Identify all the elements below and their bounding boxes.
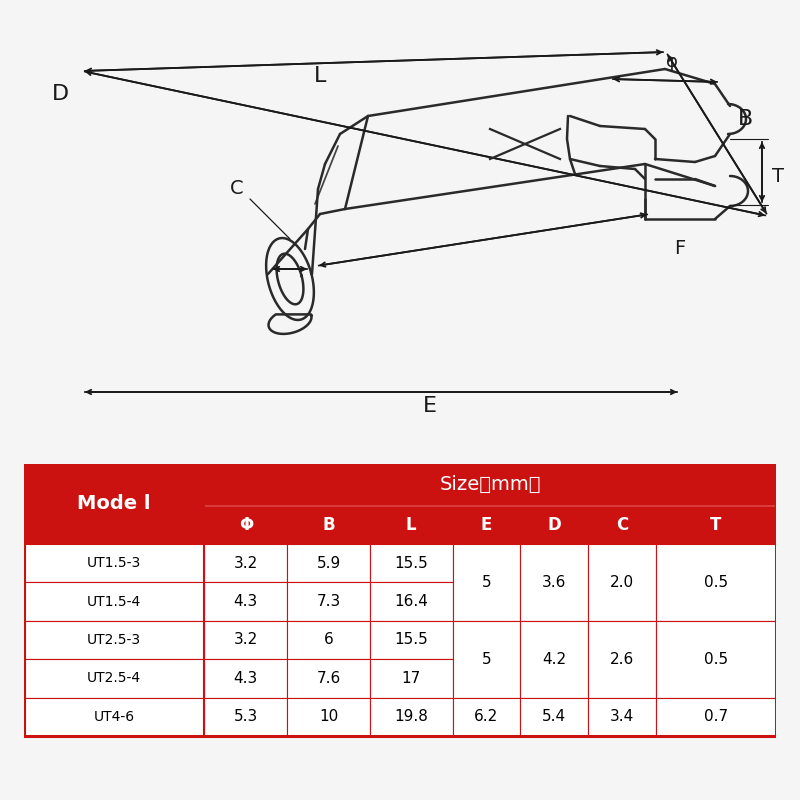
Bar [370,582,453,621]
Text: 4.3: 4.3 [234,671,258,686]
Bar [370,698,453,736]
Bar [656,621,776,698]
Text: 5: 5 [482,652,491,666]
Text: 10: 10 [319,710,338,724]
Bar [520,544,588,621]
Text: D: D [51,84,69,104]
Bar [370,659,453,698]
Text: Size（mm）: Size（mm） [439,475,541,494]
Bar [205,544,287,582]
Text: UT1.5-4: UT1.5-4 [87,594,142,609]
Text: UT4-6: UT4-6 [94,710,135,724]
Bar [205,659,287,698]
Bar [24,698,205,736]
Text: Mode l: Mode l [78,494,151,514]
Bar [205,582,287,621]
Text: B: B [738,109,753,129]
Text: UT2.5-3: UT2.5-3 [87,633,142,647]
Bar [370,621,453,659]
Bar [588,698,656,736]
Text: B: B [322,516,335,534]
Bar [588,544,656,621]
Bar [24,659,205,698]
Text: 3.2: 3.2 [234,633,258,647]
Text: 3.2: 3.2 [234,556,258,570]
Text: 2.6: 2.6 [610,652,634,666]
Bar [205,621,287,659]
Text: F: F [674,239,686,258]
Text: T: T [772,166,784,186]
Bar [453,544,520,621]
Bar [520,698,588,736]
Text: 3.6: 3.6 [542,575,566,590]
Text: 6: 6 [324,633,334,647]
Bar [24,582,205,621]
Text: 0.5: 0.5 [704,575,728,590]
Bar [453,621,520,698]
Bar [287,582,370,621]
Text: 19.8: 19.8 [394,710,428,724]
Text: 6.2: 6.2 [474,710,498,724]
Text: 0.5: 0.5 [704,652,728,666]
Bar [520,621,588,698]
Text: L: L [406,516,417,534]
Bar [656,698,776,736]
Text: E: E [481,516,492,534]
Text: 5.3: 5.3 [234,710,258,724]
Bar [287,698,370,736]
Bar [370,544,453,582]
Text: L: L [314,66,326,86]
Text: C: C [230,179,244,198]
Bar [656,544,776,621]
Bar [24,621,205,659]
Bar [24,544,205,582]
Text: φ: φ [666,53,678,71]
Bar [24,464,776,736]
Text: UT1.5-3: UT1.5-3 [87,556,142,570]
Text: 15.5: 15.5 [394,556,428,570]
Text: D: D [547,516,561,534]
Text: 3.4: 3.4 [610,710,634,724]
Bar [205,698,287,736]
Bar [588,621,656,698]
Bar [24,464,205,544]
Bar [205,464,776,506]
Text: 5.9: 5.9 [317,556,341,570]
Bar [287,621,370,659]
Text: UT2.5-4: UT2.5-4 [87,671,142,686]
Text: 7.6: 7.6 [317,671,341,686]
Text: 2.0: 2.0 [610,575,634,590]
Text: 7.3: 7.3 [317,594,341,609]
Text: 16.4: 16.4 [394,594,428,609]
Bar [205,506,776,544]
Bar [287,659,370,698]
Text: 4.3: 4.3 [234,594,258,609]
Text: E: E [423,396,437,416]
Text: 4.2: 4.2 [542,652,566,666]
Text: C: C [616,516,628,534]
Text: 17: 17 [402,671,421,686]
Text: 5: 5 [482,575,491,590]
Bar [287,544,370,582]
Text: 5.4: 5.4 [542,710,566,724]
Text: 15.5: 15.5 [394,633,428,647]
Text: Φ: Φ [238,516,253,534]
Text: 0.7: 0.7 [704,710,728,724]
Bar [453,698,520,736]
Text: T: T [710,516,722,534]
